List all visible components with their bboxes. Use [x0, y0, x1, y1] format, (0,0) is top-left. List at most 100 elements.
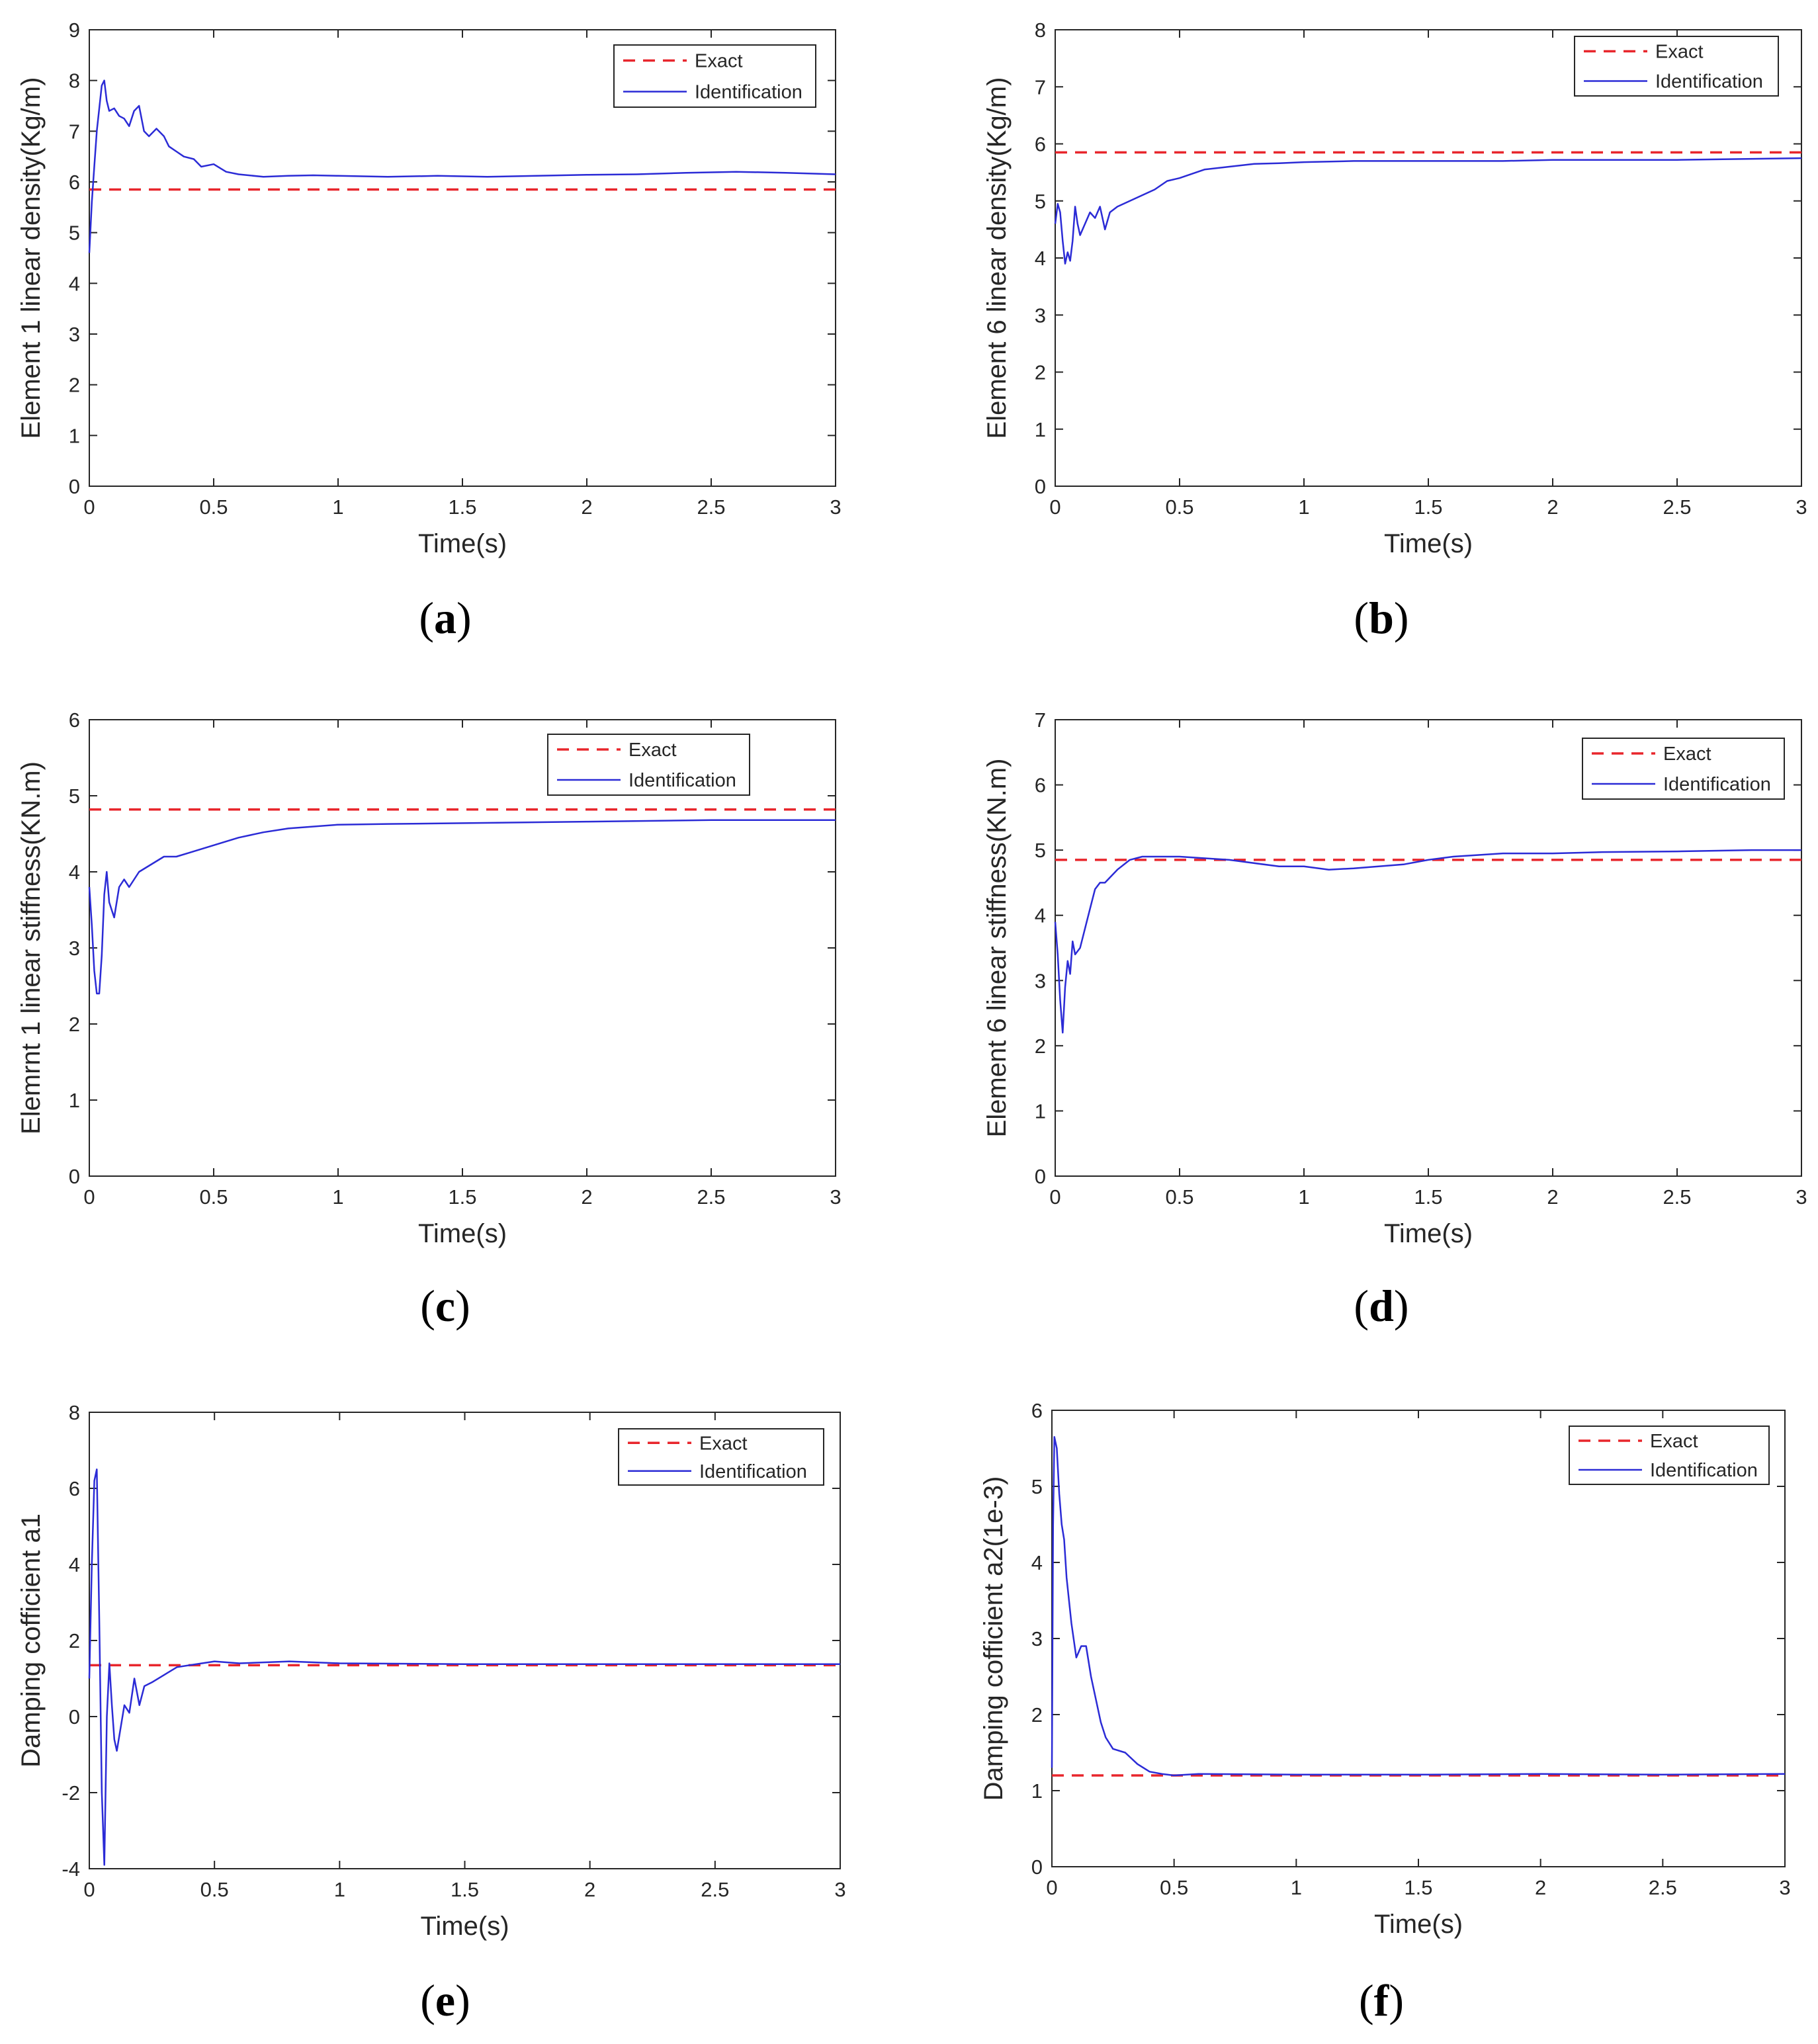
x-tick-label: 2 [581, 495, 592, 519]
y-tick-label: 4 [1035, 904, 1046, 927]
y-tick-label: 4 [69, 272, 80, 295]
x-axis-label: Time(s) [1384, 529, 1473, 558]
legend-label-identification: Identification [695, 82, 802, 103]
x-axis-label: Time(s) [420, 1912, 509, 1941]
y-axis-label: Element 6 linear stiffness(KN.m) [982, 759, 1012, 1138]
x-tick-label: 0.5 [199, 495, 228, 519]
legend-label-identification: Identification [1655, 71, 1763, 93]
x-tick-label: 0 [83, 1185, 95, 1209]
x-tick-label: 1.5 [1414, 1185, 1442, 1209]
y-tick-label: 5 [1031, 1475, 1043, 1498]
x-tick-label: 2.5 [1663, 495, 1691, 519]
y-tick-label: 0 [1031, 1855, 1043, 1879]
legend-label-exact: Exact [699, 1433, 748, 1454]
x-tick-label: 0 [1049, 495, 1060, 519]
x-tick-label: 3 [1779, 1876, 1790, 1899]
x-tick-label: 2.5 [697, 495, 725, 519]
legend-label-identification: Identification [628, 770, 736, 791]
x-tick-label: 3 [1796, 1185, 1807, 1209]
y-tick-label: 5 [1035, 190, 1046, 213]
x-tick-label: 1 [332, 1185, 343, 1209]
y-tick-label: 1 [1031, 1779, 1043, 1803]
x-tick-label: 1.5 [1404, 1876, 1432, 1899]
y-tick-label: 9 [69, 19, 80, 42]
legend: Exact Identification [1569, 1426, 1770, 1485]
y-tick-label: -2 [62, 1781, 80, 1805]
x-tick-label: 2 [1547, 495, 1558, 519]
x-tick-label: 2 [584, 1878, 595, 1901]
chart-panel-d: 0 0.5 1 1.5 2 2.5 3 0 1 2 3 4 5 6 7 Time(s) Element 6 li… [982, 708, 1807, 1248]
caption-e: (e) [420, 1975, 470, 2025]
y-tick-label: 3 [1035, 304, 1046, 327]
y-tick-label: 7 [69, 120, 80, 143]
chart-panel-a: 0 0.5 1 1.5 2 2.5 3 0 1 2 3 4 5 6 7 8 9 Time(s) Element 1 … [17, 19, 842, 558]
chart-panel-f: 0 0.5 1 1.5 2 2.5 3 0 1 2 3 4 5 6 Time(s) Damping coffi… [979, 1399, 1791, 1939]
legend-box [618, 1428, 824, 1486]
y-tick-label: 2 [1035, 1035, 1046, 1058]
y-tick-label: 1 [69, 424, 80, 447]
plot-frame [1055, 29, 1802, 487]
x-tick-label: 1 [334, 1878, 345, 1901]
legend-label-identification: Identification [1650, 1460, 1758, 1481]
x-tick-label: 1.5 [448, 1185, 476, 1209]
y-tick-label: 1 [1035, 1099, 1046, 1123]
y-tick-label: 6 [69, 1477, 80, 1500]
x-axis-label: Time(s) [418, 1219, 507, 1248]
y-tick-label: 0 [69, 1165, 80, 1188]
y-tick-label: 5 [69, 222, 80, 245]
y-tick-label: 4 [69, 861, 80, 884]
y-tick-label: 0 [1035, 1165, 1046, 1188]
x-tick-label: 0 [1049, 1185, 1060, 1209]
legend-label-identification: Identification [1663, 774, 1771, 795]
y-tick-label: 5 [1035, 839, 1046, 862]
x-tick-label: 1 [1298, 495, 1309, 519]
legend-label-exact: Exact [1655, 42, 1704, 63]
caption-d: (d) [1354, 1281, 1409, 1331]
series-identification-line [88, 1469, 840, 1866]
y-tick-label: 5 [69, 785, 80, 808]
y-tick-label: 0 [69, 475, 80, 498]
y-axis-label: Elemrnt 1 linear stiffness(KN.m) [17, 761, 46, 1134]
y-tick-label: 2 [69, 1013, 80, 1036]
y-tick-label: 6 [69, 708, 80, 732]
x-tick-label: 0 [1046, 1876, 1057, 1899]
x-tick-label: 3 [830, 495, 841, 519]
x-axis-label: Time(s) [418, 529, 507, 558]
caption-c: (c) [420, 1281, 470, 1331]
y-tick-label: 3 [1035, 969, 1046, 992]
chart-panel-e: 0 0.5 1 1.5 2 2.5 3 -4 -2 0 2 4 6 8 Time(s) Damping cof… [17, 1401, 846, 1941]
y-tick-label: 6 [69, 171, 80, 194]
y-tick-label: 4 [69, 1553, 80, 1576]
caption-f: (f) [1359, 1975, 1404, 2025]
y-tick-label: 2 [1031, 1703, 1043, 1726]
y-tick-label: 3 [1031, 1627, 1043, 1650]
x-tick-label: 0.5 [1165, 495, 1193, 519]
y-tick-label: 6 [1035, 133, 1046, 156]
y-tick-label: 2 [1035, 361, 1046, 384]
x-tick-label: 0 [83, 1878, 95, 1901]
legend-label-exact: Exact [1650, 1431, 1698, 1452]
legend-box [1574, 36, 1779, 97]
x-tick-label: 1 [1291, 1876, 1302, 1899]
x-tick-label: 0.5 [1160, 1876, 1188, 1899]
legend-box [1569, 1426, 1770, 1485]
x-tick-label: 2 [1547, 1185, 1558, 1209]
y-tick-label: 1 [1035, 418, 1046, 441]
x-tick-label: 3 [1796, 495, 1807, 519]
y-tick-label: 6 [1035, 774, 1046, 797]
y-tick-label: 2 [69, 374, 80, 397]
legend-box [613, 44, 816, 108]
x-tick-label: 1.5 [1414, 495, 1442, 519]
y-tick-label: 8 [69, 1401, 80, 1424]
legend-label-exact: Exact [628, 740, 677, 761]
series-identification-line [1051, 1436, 1786, 1777]
legend: Exact Identification [618, 1428, 824, 1486]
y-tick-label: 8 [69, 69, 80, 93]
x-tick-label: 3 [834, 1878, 845, 1901]
y-tick-label: 8 [1035, 19, 1046, 42]
y-tick-label: 2 [69, 1629, 80, 1652]
x-tick-label: 2 [581, 1185, 592, 1209]
y-tick-label: -4 [62, 1857, 80, 1881]
x-tick-label: 2.5 [701, 1878, 729, 1901]
